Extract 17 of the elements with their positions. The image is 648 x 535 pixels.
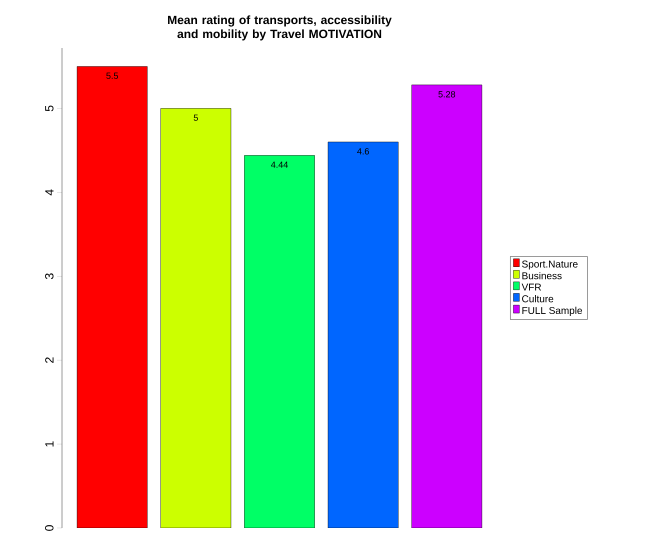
data-label: 5.5 [106, 72, 118, 80]
data-label: 4.6 [357, 148, 369, 155]
data-label: 5 [194, 114, 198, 122]
y-tick-label: 3 [45, 274, 54, 280]
y-tick-label: 0 [45, 525, 54, 532]
legend-label: FULL Sample [522, 306, 582, 316]
legend-label: Business [522, 272, 562, 280]
legend-label: VFR [522, 284, 542, 291]
y-tick-label: 2 [45, 358, 54, 364]
y-tick-label: 4 [45, 190, 54, 196]
y-tick-label: 5 [45, 106, 54, 112]
data-label: 4.44 [270, 162, 288, 168]
legend-label: Culture [522, 295, 554, 303]
y-tick-label: 1 [45, 442, 54, 447]
data-label: 5.28 [438, 91, 456, 98]
chart-title: Mean rating of transports, accessibility and mobility by Travel MOTIVATION [168, 16, 392, 41]
legend-label: Sport.Nature [522, 260, 578, 270]
